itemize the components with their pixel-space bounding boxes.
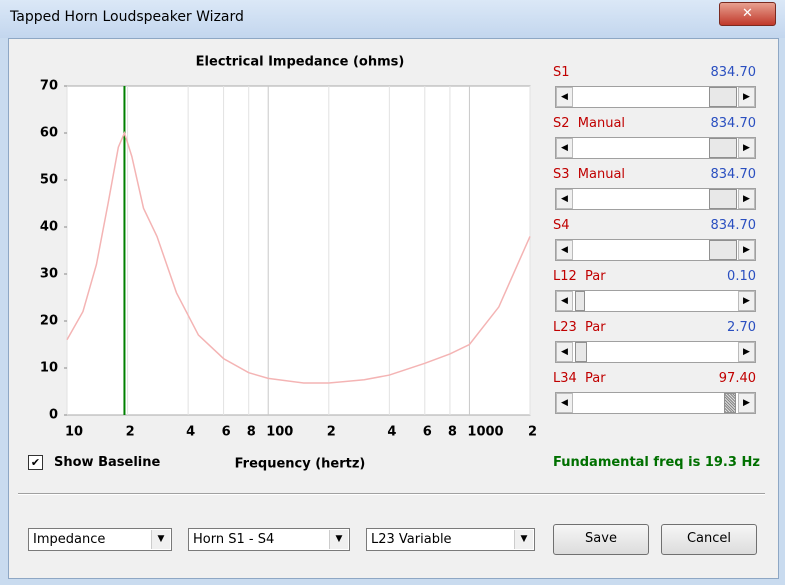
slider-thumb[interactable] [724, 393, 736, 413]
y-tick-label: 0 [49, 408, 58, 423]
slider-label: L23 Par [553, 320, 606, 335]
x-tick-label: 100 [266, 425, 293, 440]
slider-thumb[interactable] [709, 189, 737, 209]
x-tick-label: 6 [222, 425, 231, 440]
slider-thumb[interactable] [709, 240, 737, 260]
scroll-left[interactable]: ◀ [556, 87, 573, 107]
slider-thumb[interactable] [709, 87, 737, 107]
x-axis-label: Frequency (hertz) [235, 457, 366, 472]
window-title: Tapped Horn Loudspeaker Wizard [10, 9, 244, 25]
slider-track[interactable]: ◀ ▶ [555, 86, 756, 108]
dropdown-arrow[interactable]: ▼ [329, 530, 348, 549]
dropdown-arrow[interactable]: ▼ [514, 530, 533, 549]
slider-value: 834.70 [710, 116, 757, 131]
slider-track[interactable]: ◀ ▶ [555, 239, 756, 261]
dropdown[interactable]: Impedance ▼ [28, 528, 172, 551]
scroll-right[interactable]: ▶ [738, 240, 755, 260]
y-tick-label: 10 [40, 361, 58, 376]
scroll-left[interactable]: ◀ [556, 342, 573, 362]
slider-value: 834.70 [710, 218, 757, 233]
x-tick-label: 2 [528, 425, 537, 440]
scroll-left[interactable]: ◀ [556, 189, 573, 209]
x-tick-label: 1000 [467, 425, 503, 440]
impedance-line [66, 130, 531, 384]
close-button[interactable]: ✕ [719, 2, 776, 26]
scroll-right[interactable]: ▶ [738, 138, 755, 158]
slider-label: L12 Par [553, 269, 606, 284]
slider-track[interactable]: ◀ ▶ [555, 341, 756, 363]
slider-value: 97.40 [718, 371, 756, 386]
button[interactable]: Cancel [661, 524, 757, 555]
slider-label: S4 [553, 218, 570, 233]
y-tick-label: 40 [40, 220, 58, 235]
slider-track[interactable]: ◀ ▶ [555, 290, 756, 312]
slider-value: 834.70 [710, 65, 757, 80]
scroll-right[interactable]: ▶ [738, 393, 755, 413]
plot-area [66, 85, 531, 416]
x-tick-label: 2 [327, 425, 336, 440]
slider-label: L34 Par [553, 371, 606, 386]
chart-title: Electrical Impedance (ohms) [196, 55, 405, 70]
slider-track[interactable]: ◀ ▶ [555, 392, 756, 414]
x-tick-label: 2 [126, 425, 135, 440]
slider-thumb[interactable] [709, 138, 737, 158]
y-tick-label: 70 [40, 79, 58, 94]
slider-thumb[interactable] [575, 342, 587, 362]
x-tick-label: 10 [65, 425, 83, 440]
slider-label: S2 Manual [553, 116, 626, 131]
dropdown-arrow[interactable]: ▼ [151, 530, 170, 549]
x-tick-label: 8 [448, 425, 457, 440]
checkbox-label[interactable]: Show Baseline [54, 455, 161, 470]
scroll-left[interactable]: ◀ [556, 393, 573, 413]
slider-value: 0.10 [727, 269, 756, 284]
dropdown[interactable]: L23 Variable ▼ [366, 528, 535, 551]
scroll-left[interactable]: ◀ [556, 291, 573, 311]
y-tick-label: 50 [40, 173, 58, 188]
button[interactable]: Save [553, 524, 649, 555]
slider-value: 2.70 [727, 320, 756, 335]
x-tick-label: 6 [423, 425, 432, 440]
scroll-right[interactable]: ▶ [738, 189, 755, 209]
slider-label: S3 Manual [553, 167, 626, 182]
slider-label: S1 [553, 65, 570, 80]
status-text: Fundamental freq is 19.3 Hz [553, 455, 760, 470]
scroll-right[interactable]: ▶ [738, 87, 755, 107]
title-bar [0, 0, 785, 38]
y-tick-label: 60 [40, 126, 58, 141]
slider-track[interactable]: ◀ ▶ [555, 137, 756, 159]
slider-thumb[interactable] [575, 291, 585, 311]
slider-track[interactable]: ◀ ▶ [555, 188, 756, 210]
scroll-left[interactable]: ◀ [556, 138, 573, 158]
y-tick-label: 20 [40, 314, 58, 329]
scroll-left[interactable]: ◀ [556, 240, 573, 260]
scroll-right[interactable]: ▶ [738, 342, 755, 362]
x-tick-label: 4 [387, 425, 396, 440]
dropdown[interactable]: Horn S1 - S4 ▼ [188, 528, 350, 551]
checkbox[interactable]: ✔ [28, 455, 43, 470]
y-tick-label: 30 [40, 267, 58, 282]
slider-value: 834.70 [710, 167, 757, 182]
scroll-right[interactable]: ▶ [738, 291, 755, 311]
x-tick-label: 4 [186, 425, 195, 440]
separator [18, 493, 765, 495]
x-tick-label: 8 [247, 425, 256, 440]
